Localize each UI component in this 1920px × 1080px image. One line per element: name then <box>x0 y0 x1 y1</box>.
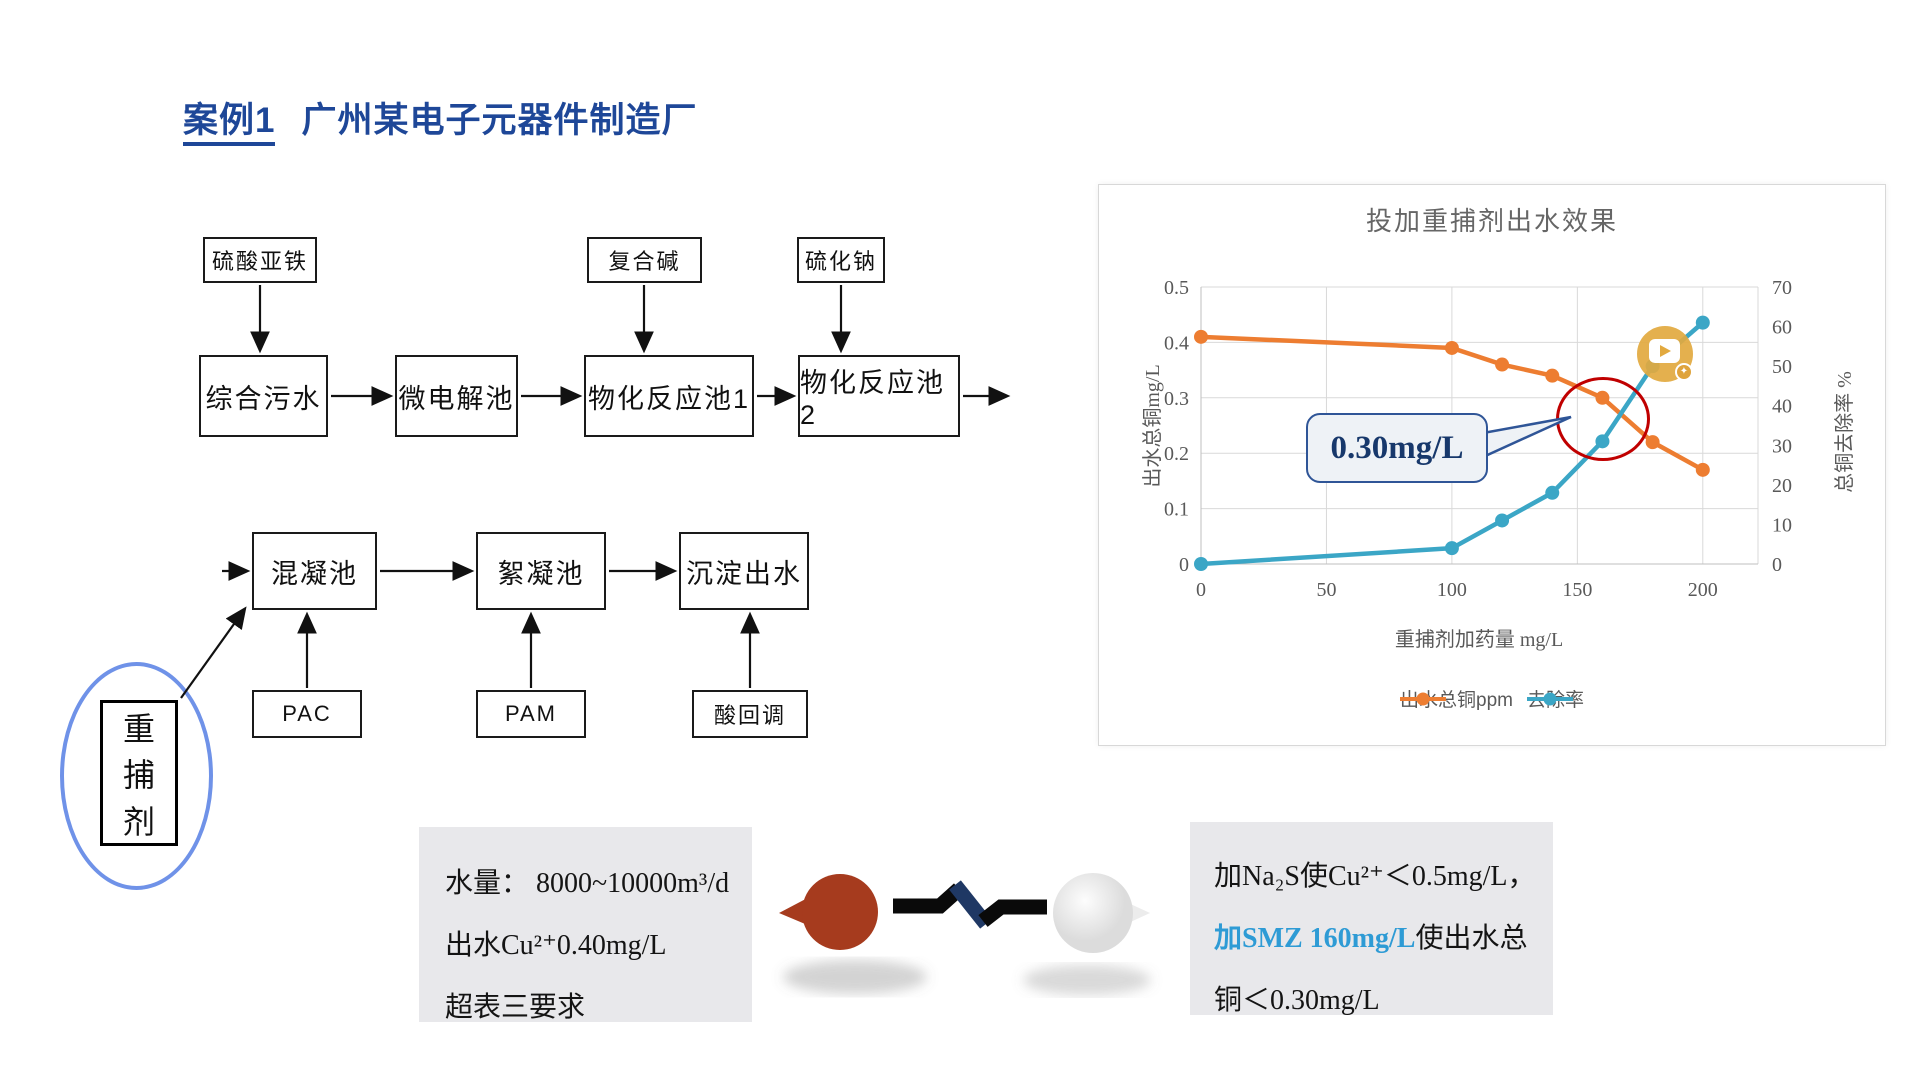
flow-box-compound-alkali: 复合碱 <box>587 237 702 283</box>
ytick-left: 0.1 <box>1164 499 1189 521</box>
capture-agent-ellipse <box>60 662 213 890</box>
chart-panel: 投加重捕剂出水效果 出水总铜mg/L 总铜去除率 % 重捕剂加药量 mg/L 0… <box>1098 184 1886 746</box>
right-note: 加Na₂S使Cu²⁺＜0.5mg/L， 加SMZ 160mg/L使出水总 铜＜0… <box>1190 822 1553 1016</box>
flow-box-combined-wastewater: 综合污水 <box>199 355 328 437</box>
red-pin-icon <box>779 874 878 950</box>
ytick-right: 40 <box>1772 396 1792 418</box>
ytick-right: 20 <box>1772 475 1792 497</box>
ytick-right: 30 <box>1772 435 1792 457</box>
legend-item: 出水总铜ppm <box>1400 685 1513 712</box>
flow-box-pam: PAM <box>476 690 586 738</box>
ytick-left: 0 <box>1179 554 1189 576</box>
xtick: 100 <box>1437 579 1467 601</box>
white-pin-icon <box>1053 873 1150 953</box>
ytick-right: 10 <box>1772 514 1792 536</box>
data-point <box>1495 357 1510 372</box>
smz-dose-highlight: 加SMZ 160mg/L <box>1214 923 1416 954</box>
flow-box-ferrous-sulfate: 硫酸亚铁 <box>203 237 317 283</box>
chart-legend: 出水总铜ppm 去除率 <box>1099 685 1885 712</box>
ytick-right: 0 <box>1772 554 1782 576</box>
data-point <box>1444 541 1459 556</box>
data-point <box>1444 340 1459 355</box>
play-icon <box>1660 345 1671 357</box>
legend-item: 去除率 <box>1526 685 1584 712</box>
ytick-left: 0.2 <box>1164 443 1189 465</box>
ytick-right: 60 <box>1772 317 1792 339</box>
legend-marker <box>1526 692 1573 705</box>
flow-box-coagulation-tank: 混凝池 <box>252 532 377 610</box>
callout-tail <box>1481 415 1572 459</box>
data-point <box>1194 329 1208 344</box>
xtick: 50 <box>1316 579 1336 601</box>
chart-xlabel: 重捕剂加药量 mg/L <box>1394 629 1564 651</box>
chart-ylabel-left: 出水总铜mg/L <box>1142 364 1164 488</box>
left-note: 水量： 8000~10000m³/d 出水Cu²⁺0.40mg/L 超表三要求 <box>419 827 752 1023</box>
data-point <box>1695 315 1710 330</box>
title-rest: 广州某电子元器件制造厂 <box>301 101 698 140</box>
ytick-left: 0.5 <box>1164 277 1189 299</box>
pin-shadow <box>1023 965 1151 995</box>
chart-ylabel-right: 总铜去除率 % <box>1834 371 1856 493</box>
note-line: 加Na₂S使Cu²⁺＜0.5mg/L， <box>1214 861 1536 892</box>
note-line-rest: 使出水总 <box>1415 923 1528 954</box>
flow-box-flocculation-tank: 絮凝池 <box>476 532 606 610</box>
pin-shadow <box>783 960 927 994</box>
watermark-stamp-icon: ✦ <box>1637 326 1693 382</box>
note-line: 出水Cu²⁺0.40mg/L <box>445 930 667 961</box>
ytick-left: 0.3 <box>1164 388 1189 410</box>
data-point <box>1695 462 1710 477</box>
zigzag-connector <box>893 880 1047 929</box>
stamp-badge-icon: ✦ <box>1675 363 1693 381</box>
chart-plot: 0 0.1 0.2 0.3 0.4 0.5 0 10 20 30 40 50 60 70 0 50 100 150… <box>1164 277 1792 601</box>
transition-graphic <box>779 873 1151 995</box>
data-point <box>1194 557 1208 571</box>
xtick: 200 <box>1688 579 1718 601</box>
title-underlined: 案例1 <box>183 101 276 146</box>
capture-agent-char: 重 <box>122 710 155 747</box>
ytick-left: 0.4 <box>1164 332 1189 354</box>
flow-box-pac: PAC <box>252 690 362 738</box>
note-line: 铜＜0.30mg/L <box>1214 985 1380 1016</box>
legend-marker <box>1400 692 1446 705</box>
note-line: 超表三要求 <box>445 992 586 1023</box>
capture-agent-char: 剂 <box>122 803 155 840</box>
data-point <box>1495 513 1510 528</box>
callout-value: 0.30mg/L <box>1306 413 1488 483</box>
xtick: 0 <box>1196 579 1206 601</box>
flow-box-micro-electrolysis: 微电解池 <box>395 355 518 437</box>
ytick-right: 50 <box>1772 356 1792 378</box>
data-point <box>1545 485 1560 500</box>
page-title: 案例1 广州某电子元器件制造厂 <box>183 92 698 146</box>
flow-box-reaction-tank-1: 物化反应池1 <box>584 355 754 437</box>
capture-agent-char: 捕 <box>122 757 155 793</box>
note-line: 加SMZ 160mg/L使出水总 <box>1214 908 1553 970</box>
xtick: 150 <box>1562 579 1592 601</box>
flow-box-reaction-tank-2: 物化反应池2 <box>798 355 960 437</box>
flow-box-acid-readjust: 酸回调 <box>692 690 808 738</box>
flow-box-sodium-sulfide: 硫化钠 <box>797 237 885 283</box>
data-point <box>1645 435 1660 450</box>
flow-box-settled-effluent: 沉淀出水 <box>679 532 809 610</box>
ytick-right: 70 <box>1772 277 1792 299</box>
data-point <box>1545 368 1560 383</box>
note-line: 水量： 8000~10000m³/d <box>445 868 730 899</box>
chart-title: 投加重捕剂出水效果 <box>1365 206 1618 236</box>
capture-agent-box: 重 捕 剂 <box>100 700 178 846</box>
